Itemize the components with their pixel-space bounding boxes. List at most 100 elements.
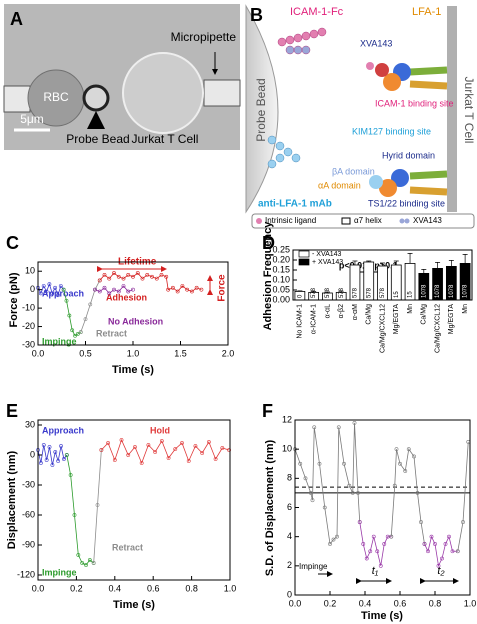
data-point bbox=[406, 447, 411, 452]
data-point bbox=[119, 438, 124, 442]
bar-annotation: 578 bbox=[325, 287, 331, 298]
x-axis-title: Time (s) bbox=[113, 599, 155, 611]
data-point bbox=[310, 498, 315, 503]
data-point bbox=[433, 542, 437, 546]
data-point bbox=[88, 302, 93, 307]
y-axis-title: Displacement (nm) bbox=[6, 450, 18, 549]
data-point bbox=[213, 457, 218, 461]
error-bar bbox=[421, 269, 427, 274]
error-bar bbox=[297, 290, 303, 292]
data-point bbox=[350, 491, 355, 495]
data-point bbox=[322, 505, 327, 510]
panel-label: B bbox=[250, 5, 263, 25]
data-point bbox=[436, 563, 441, 568]
data-point bbox=[83, 317, 88, 322]
data-point bbox=[426, 549, 430, 554]
panel-a: A RBC Micropipette Probe Bead Jurkat T C… bbox=[3, 4, 241, 150]
error-bar bbox=[462, 254, 468, 264]
data-point bbox=[382, 542, 387, 546]
data-point bbox=[364, 556, 369, 561]
data-point bbox=[38, 461, 43, 465]
y-tick-label: 0.00 bbox=[272, 294, 290, 304]
data-point bbox=[461, 520, 465, 524]
x-tick-label: 0.6 bbox=[394, 598, 407, 608]
data-point bbox=[331, 537, 336, 542]
series-line bbox=[37, 444, 68, 466]
label: βA domain bbox=[332, 166, 375, 176]
data-point bbox=[166, 456, 171, 460]
data-point bbox=[173, 447, 178, 451]
plot-frame bbox=[37, 261, 229, 346]
data-point bbox=[415, 491, 420, 495]
data-point bbox=[53, 285, 58, 290]
series-label: Retract bbox=[96, 328, 127, 338]
data-point bbox=[131, 287, 135, 292]
label: Hyrid domain bbox=[382, 150, 435, 160]
data-point bbox=[175, 289, 180, 294]
data-point bbox=[220, 446, 225, 450]
label: Jurkat T Cell bbox=[462, 77, 476, 144]
data-point bbox=[375, 549, 380, 554]
annotation: Force bbox=[217, 274, 228, 302]
data-point bbox=[298, 461, 303, 466]
bar-annotation: 578 bbox=[380, 287, 386, 298]
series-line bbox=[94, 285, 134, 294]
data-point bbox=[398, 461, 402, 466]
x-tick-label: Ca/Mg bbox=[421, 304, 428, 325]
label: XVA143 bbox=[360, 38, 392, 48]
series-line bbox=[359, 522, 392, 566]
x-tick-label: Ca/Mg/CXCL12 bbox=[434, 304, 441, 353]
data-point bbox=[328, 542, 332, 546]
x-tick-label: 0.4 bbox=[109, 583, 122, 593]
y-tick-label: -90 bbox=[22, 539, 35, 549]
series-label: Approach bbox=[42, 288, 84, 298]
data-point bbox=[121, 276, 126, 281]
data-point bbox=[56, 293, 60, 298]
data-point bbox=[180, 441, 184, 445]
data-point bbox=[199, 287, 204, 292]
y-tick-label: 4 bbox=[287, 531, 292, 541]
x-tick-label: 0.5 bbox=[79, 348, 92, 358]
data-point bbox=[193, 444, 198, 448]
data-point bbox=[72, 513, 77, 517]
legend-label: Intrinsic ligand bbox=[265, 216, 316, 225]
data-point bbox=[394, 447, 399, 452]
x-tick-label: 1.5 bbox=[174, 348, 187, 358]
label: Jurkat T Cell bbox=[132, 132, 199, 146]
panel-label: C bbox=[6, 233, 19, 253]
error-bar bbox=[311, 291, 317, 293]
data-point bbox=[189, 289, 194, 294]
y-tick-label: 0.10 bbox=[272, 274, 290, 284]
data-point bbox=[447, 534, 451, 539]
data-point bbox=[180, 284, 185, 288]
data-point bbox=[419, 520, 423, 524]
series-label: Impinge bbox=[42, 567, 77, 577]
data-point bbox=[53, 450, 58, 454]
legend-swatch bbox=[404, 218, 410, 224]
data-point bbox=[112, 458, 117, 462]
error-bar bbox=[380, 262, 385, 266]
data-point bbox=[403, 469, 408, 473]
series-line bbox=[93, 449, 102, 564]
y-tick-label: -10 bbox=[22, 302, 35, 312]
legend-box bbox=[251, 213, 475, 229]
x-tick-label: 0.0 bbox=[32, 583, 45, 593]
error-bar bbox=[324, 291, 330, 293]
series-label: Hold bbox=[150, 425, 170, 435]
data-point bbox=[102, 285, 107, 290]
error-bar bbox=[407, 253, 413, 264]
annotation: p>0.1 bbox=[374, 260, 397, 270]
legend-swatch bbox=[298, 258, 310, 266]
series-label: Impinge bbox=[42, 336, 77, 346]
panel-label: D bbox=[262, 233, 275, 253]
x-axis-title: Time (s) bbox=[361, 610, 403, 622]
bar-annotation: 15 bbox=[408, 291, 414, 298]
bar-annotation: 1078 bbox=[421, 284, 427, 298]
annotation: t₁ bbox=[372, 565, 379, 577]
bead bbox=[82, 84, 110, 112]
data-point bbox=[150, 274, 154, 279]
x-tick-label: Mn bbox=[462, 304, 469, 314]
series-line bbox=[294, 422, 361, 545]
x-tick-label: 0.8 bbox=[429, 598, 442, 608]
bar-annotation: 0 bbox=[297, 294, 303, 298]
